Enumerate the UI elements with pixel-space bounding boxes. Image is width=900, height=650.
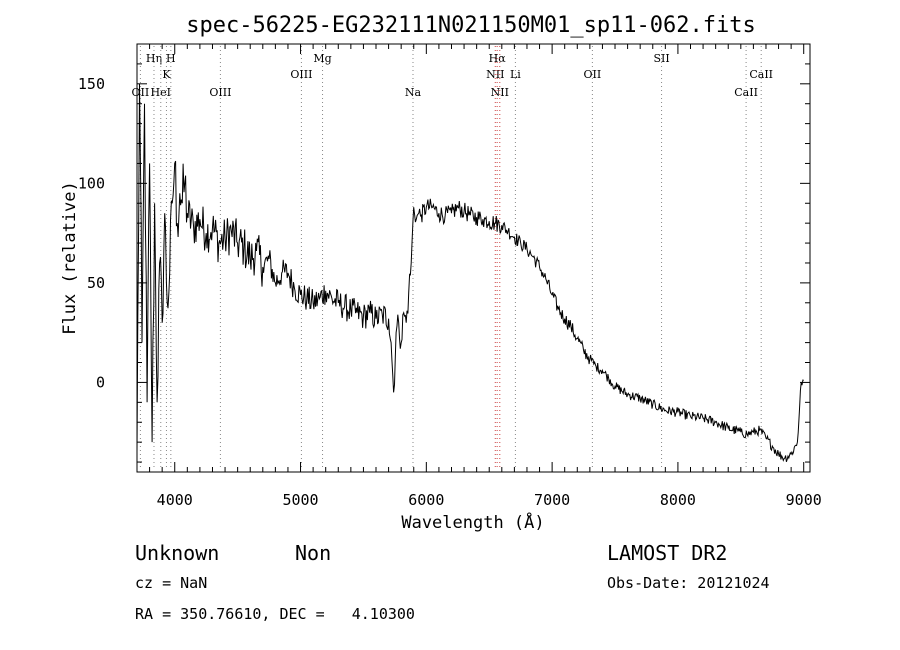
line-marker-label-5: OIII xyxy=(209,86,231,99)
coordinates-label: RA = 350.76610, DEC = 4.10300 xyxy=(135,605,415,623)
x-axis-label: Wavelength (Å) xyxy=(401,511,544,533)
line-marker-label-11: NII xyxy=(491,86,509,99)
axis-ticks: 4000 5000 6000 7000 8000 9000 0 50 100 150 xyxy=(78,44,822,509)
line-marker-label-1: Hη xyxy=(146,52,162,65)
x-tick-label-5: 9000 xyxy=(786,491,822,509)
line-marker-label-16: CaII xyxy=(749,68,773,81)
line-marker-label-0: OII xyxy=(132,86,150,99)
classification-label: Unknown xyxy=(135,541,220,565)
obs-date-label: Obs-Date: 20121024 xyxy=(607,574,770,592)
line-marker-label-15: CaII xyxy=(734,86,758,99)
x-tick-label-2: 6000 xyxy=(408,491,444,509)
x-tick-label-1: 5000 xyxy=(282,491,318,509)
chart-title: spec-56225-EG232111N021150M01_sp11-062.f… xyxy=(186,13,756,38)
plot-frame xyxy=(136,43,811,473)
x-tick-label-0: 4000 xyxy=(157,491,193,509)
y-tick-label-2: 100 xyxy=(78,174,105,192)
line-marker-label-13: OII xyxy=(584,68,602,81)
line-marker-label-7: Mg xyxy=(313,52,331,65)
y-tick-label-1: 50 xyxy=(87,274,105,292)
line-marker-label-10: Hα xyxy=(489,52,507,65)
y-tick-label-3: 150 xyxy=(78,75,105,93)
redshift-label: cz = NaN xyxy=(135,574,208,592)
line-marker-label-2: HeI xyxy=(151,86,171,99)
line-marker-label-8: Na xyxy=(405,86,422,99)
x-tick-label-4: 8000 xyxy=(660,491,696,509)
line-marker-label-4: H xyxy=(166,52,176,65)
line-marker-label-12: Li xyxy=(510,68,521,81)
subclass-label: Non xyxy=(295,541,332,565)
y-tick-label-0: 0 xyxy=(96,373,105,391)
x-tick-label-3: 7000 xyxy=(534,491,570,509)
y-axis-label: Flux (relative) xyxy=(60,181,80,335)
survey-label: LAMOST DR2 xyxy=(607,541,728,565)
line-marker-label-6: OIII xyxy=(290,68,312,81)
spectrum-line xyxy=(136,83,804,462)
line-marker-label-9: NII xyxy=(486,68,504,81)
line-marker-label-3: K xyxy=(162,68,171,81)
line-marker-label-14: SII xyxy=(653,52,669,65)
